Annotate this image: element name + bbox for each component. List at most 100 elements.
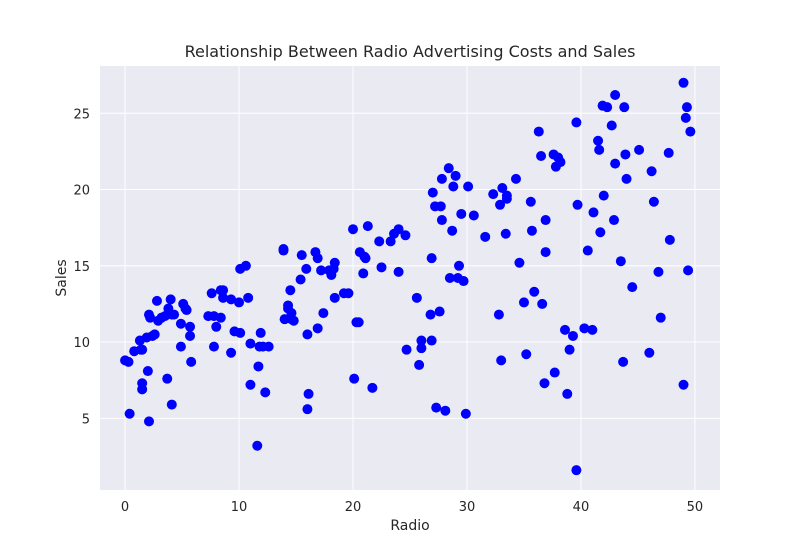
- scatter-point: [587, 324, 598, 335]
- scatter-point: [255, 327, 266, 338]
- scatter-point: [444, 273, 455, 283]
- scatter-point: [426, 253, 437, 264]
- y-axis-label: Sales: [54, 259, 70, 296]
- scatter-point: [260, 387, 271, 398]
- scatter-point: [263, 341, 274, 352]
- scatter-point: [400, 230, 411, 241]
- scatter-point: [362, 221, 373, 232]
- scatter-point: [393, 224, 404, 235]
- scatter-point: [653, 266, 664, 277]
- scatter-point: [493, 309, 504, 320]
- scatter-point: [680, 112, 691, 123]
- scatter-point: [443, 163, 454, 174]
- scatter-point: [316, 265, 327, 276]
- scatter-point: [137, 384, 148, 395]
- scatter-point: [329, 292, 340, 303]
- scatter-point: [235, 327, 246, 338]
- y-tick-label: 15: [73, 260, 90, 275]
- scatter-point: [448, 181, 459, 192]
- scatter-point: [567, 330, 578, 341]
- scatter-point: [149, 329, 160, 340]
- scatter-point: [634, 144, 645, 155]
- scatter-point: [582, 245, 593, 256]
- x-axis-label: Radio: [390, 518, 429, 534]
- scatter-point: [458, 276, 469, 287]
- grid-lines: [100, 66, 720, 490]
- scatter-point: [678, 77, 689, 88]
- scatter-point: [245, 338, 256, 349]
- scatter-point: [279, 314, 290, 325]
- scatter-point: [165, 294, 176, 305]
- scatter-point: [664, 234, 675, 245]
- scatter-point: [681, 102, 692, 113]
- scatter-point: [142, 366, 153, 377]
- scatter-point: [518, 297, 529, 308]
- scatter-point: [312, 323, 323, 334]
- scatter-point: [539, 378, 550, 389]
- scatter-point: [301, 263, 312, 274]
- scatter-point: [460, 408, 471, 419]
- scatter-point: [619, 102, 630, 113]
- scatter-point: [540, 215, 551, 226]
- x-tick-label: 30: [459, 500, 476, 515]
- scatter-point: [426, 335, 437, 346]
- y-tick-label: 5: [82, 412, 90, 427]
- scatter-point: [610, 158, 621, 169]
- scatter-point: [151, 295, 162, 306]
- scatter-point: [514, 257, 525, 268]
- scatter-point: [416, 335, 427, 346]
- scatter-point: [329, 257, 340, 268]
- scatter-point: [353, 317, 364, 328]
- scatter-point: [644, 347, 655, 358]
- scatter-point: [358, 268, 369, 279]
- scatter-point: [169, 309, 180, 320]
- scatter-point: [374, 236, 385, 247]
- scatter-point: [595, 227, 606, 238]
- scatter-point: [145, 312, 156, 323]
- scatter-point: [627, 282, 638, 293]
- scatter-point: [144, 416, 155, 427]
- scatter-point: [496, 355, 507, 366]
- y-tick-label: 10: [73, 336, 90, 351]
- scatter-point: [208, 341, 219, 352]
- scatter-point: [533, 126, 544, 137]
- scatter-point: [411, 292, 422, 303]
- scatter-point: [555, 157, 566, 168]
- x-tick-label: 40: [573, 500, 590, 515]
- plot-area: [100, 66, 720, 490]
- scatter-point: [663, 147, 674, 158]
- scatter-point: [615, 256, 626, 267]
- scatter-point: [579, 323, 590, 334]
- scatter-point: [302, 404, 313, 415]
- scatter-point: [367, 382, 378, 393]
- scatter-point: [393, 266, 404, 277]
- scatter-point: [303, 388, 314, 399]
- scatter-point: [245, 379, 256, 390]
- scatter-point: [594, 144, 605, 155]
- scatter-point: [606, 120, 617, 131]
- scatter-point: [436, 215, 447, 226]
- scatter-point: [123, 356, 134, 367]
- scatter-point: [186, 356, 197, 367]
- scatter-point: [348, 224, 359, 235]
- scatter-point: [218, 285, 229, 296]
- scatter-point: [454, 260, 465, 271]
- scatter-point: [450, 170, 461, 181]
- scatter-point: [593, 135, 604, 146]
- scatter-point: [621, 173, 632, 184]
- scatter-point: [312, 253, 323, 264]
- scatter-point: [427, 187, 438, 198]
- scatter-point: [571, 465, 582, 476]
- scatter-point: [610, 89, 621, 100]
- scatter-point: [218, 292, 229, 303]
- scatter-point: [501, 193, 512, 204]
- scatter-point: [521, 349, 532, 360]
- scatter-point: [529, 286, 540, 297]
- scatter-point: [685, 126, 696, 137]
- scatter-point: [211, 321, 222, 332]
- scatter-point: [488, 189, 499, 200]
- scatter-point: [497, 183, 508, 194]
- scatter-point: [440, 405, 451, 416]
